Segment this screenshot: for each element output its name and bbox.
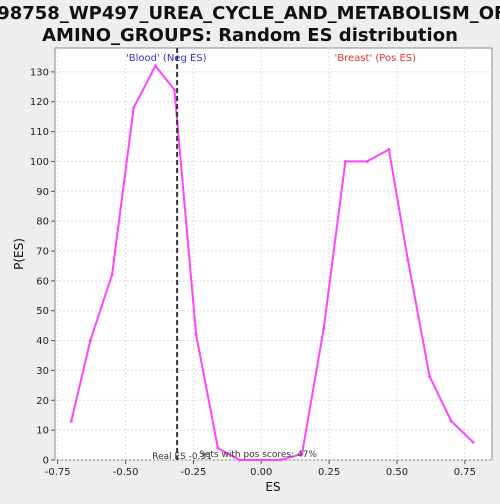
series-layer — [69, 64, 475, 462]
data-point — [216, 446, 220, 450]
data-point — [406, 258, 410, 262]
x-tick-label: -0.25 — [180, 467, 206, 478]
x-axis-label: ES — [265, 480, 280, 494]
y-tick-label: 100 — [30, 157, 49, 168]
y-tick-label: 50 — [36, 306, 49, 317]
real-es-label: Real ES -0.31 — [152, 452, 212, 462]
x-tick-label: -0.75 — [45, 467, 71, 478]
data-point — [428, 374, 432, 378]
data-point — [278, 458, 282, 462]
data-point — [300, 452, 304, 456]
grid-layer — [55, 48, 492, 461]
data-point — [387, 148, 391, 152]
x-tick-label: -0.50 — [113, 467, 139, 478]
data-point — [343, 159, 347, 163]
pos-es-label: 'Breast' (Pos ES) — [335, 53, 417, 64]
data-point — [153, 64, 157, 68]
sets-pos-scores-label: Sets with pos scores: 47% — [199, 450, 317, 460]
plot-area — [54, 47, 493, 461]
data-point — [172, 88, 176, 92]
data-point — [69, 419, 73, 423]
data-point — [132, 106, 136, 110]
x-tick-label: 0.50 — [386, 467, 408, 478]
y-tick-label: 110 — [30, 127, 49, 138]
y-tick-label: 120 — [30, 97, 49, 108]
x-tick-label: 0.75 — [454, 467, 476, 478]
data-point — [449, 419, 453, 423]
data-point — [259, 458, 263, 462]
chart-title-line2: AMINO_GROUPS: Random ES distribution — [42, 25, 458, 46]
data-point — [238, 458, 242, 462]
y-tick-label: 30 — [36, 366, 49, 377]
y-tick-label: 10 — [36, 426, 49, 437]
data-point — [471, 440, 475, 444]
data-point — [322, 327, 326, 331]
data-point — [194, 333, 198, 337]
y-tick-label: 130 — [30, 67, 49, 78]
y-tick-label: 60 — [36, 276, 49, 287]
data-point — [365, 159, 369, 163]
neg-es-label: 'Blood' (Neg ES) — [126, 53, 207, 64]
y-tick-label: 20 — [36, 396, 49, 407]
y-axis-label: P(ES) — [12, 238, 26, 270]
y-tick-label: 90 — [36, 187, 49, 198]
axes: 0 10 20 30 40 50 60 70 80 90 100 110 120 130 -0.75 -0.5… — [30, 67, 476, 478]
y-tick-label: 80 — [36, 217, 49, 228]
y-tick-label: 0 — [43, 456, 49, 467]
x-tick-label: 0.25 — [318, 467, 340, 478]
x-tick-label: 0.00 — [250, 467, 272, 478]
data-point — [88, 339, 92, 343]
series-line — [70, 64, 474, 461]
chart-title-line1: 198758_WP497_UREA_CYCLE_AND_METABOLISM_O… — [0, 3, 500, 24]
data-point — [110, 273, 114, 277]
y-tick-label: 40 — [36, 336, 49, 347]
y-tick-label: 70 — [36, 247, 49, 258]
